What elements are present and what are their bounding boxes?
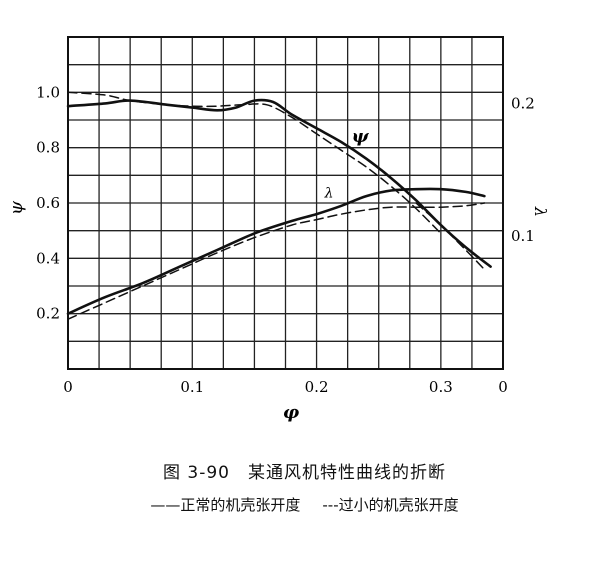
chart: 0 0.1 0.2 0.3 0 0.2 0.4 0.6 0.8 1.0 0.1 0.2 φ ψ λ ψ… [6,36,550,423]
series-layer [66,91,492,320]
x-tick-label: 0 [63,378,73,396]
legend-caption: ——正常的机壳张开度 ---过小的机壳张开度 [0,494,609,515]
x-tick-label: 0.1 [180,378,204,396]
legend-dashed: ---过小的机壳张开度 [322,496,459,514]
y2-axis-label: λ [531,206,550,217]
y-tick-label: 0.8 [36,139,60,157]
y-tick-label: 0.2 [36,305,60,323]
psi-solid-line [66,98,492,268]
plot-frame [67,36,504,370]
y-tick-label: 0.4 [36,249,60,267]
curve-annotation: ψ [352,126,370,147]
x-tick-label: 0 [498,378,508,396]
ticks: 0 0.1 0.2 0.3 0 0.2 0.4 0.6 0.8 1.0 0.1 0.2 [36,83,535,396]
y-tick-label: 0.6 [36,194,60,212]
y2-tick-label: 0.2 [511,94,535,112]
lambda-dashed-line [67,202,486,320]
x-tick-label: 0.2 [305,378,329,396]
y-axis-label: ψ [6,200,27,215]
y2-tick-label: 0.1 [511,227,535,245]
curve-annotation: λ [324,185,334,201]
x-tick-label: 0.3 [429,378,453,396]
grid [68,37,503,369]
legend-solid: ——正常的机壳张开度 [150,496,301,514]
psi_low-dashed-line [415,202,486,271]
lambda-solid-line [66,187,486,315]
y-tick-label: 1.0 [36,83,60,101]
annotations: ψλ [324,126,370,201]
x-axis-label: φ [283,402,300,423]
figure-caption: 图 3-90 某通风机特性曲线的折断 [163,463,446,483]
psi-dashed-line [67,91,442,235]
